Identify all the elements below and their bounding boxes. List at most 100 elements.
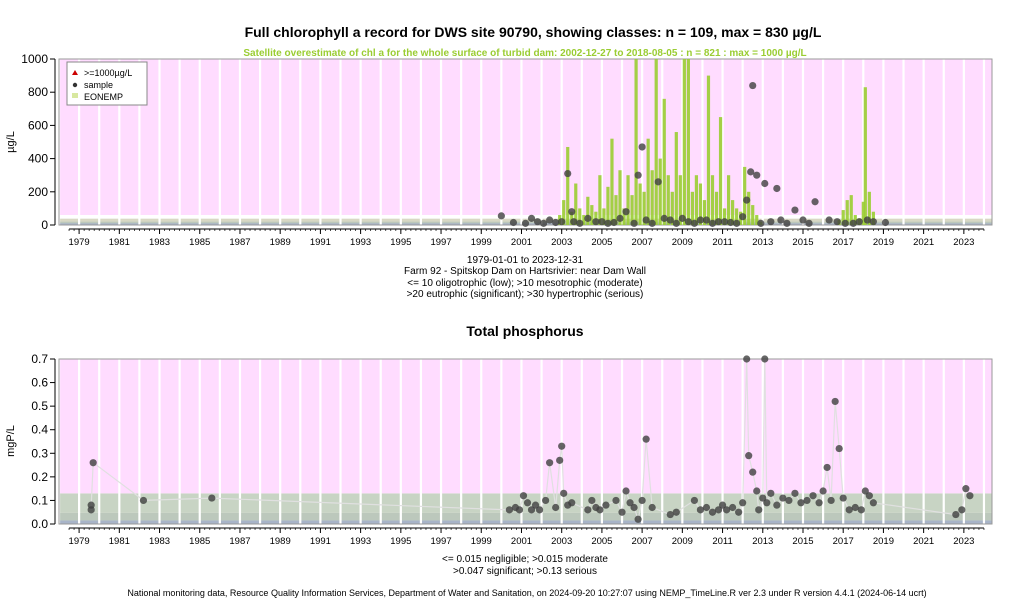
sample-point: [761, 179, 769, 188]
satellite-bar: [590, 205, 594, 225]
satellite-bar: [690, 191, 694, 225]
sample-point: [966, 492, 974, 500]
sample-point: [743, 196, 751, 204]
footer-credit: National monitoring data, Resource Quali…: [127, 588, 926, 598]
satellite-bar: [662, 98, 666, 225]
class-band: [59, 59, 992, 215]
satellite-bar: [706, 75, 711, 225]
sample-point: [596, 506, 604, 514]
sample-point: [811, 198, 819, 206]
x-tick-label: 1993: [350, 536, 371, 547]
sample-point: [505, 506, 514, 514]
sample-point: [622, 487, 630, 495]
sample-point: [753, 171, 761, 179]
sample-point: [696, 216, 705, 224]
x-tick-label: 1979: [69, 237, 90, 248]
satellite-bar: [566, 146, 570, 225]
sample-point: [863, 216, 871, 224]
x-tick-label: 2021: [913, 237, 934, 248]
y-tick-label: 0.2: [31, 470, 48, 484]
sample-point: [666, 216, 674, 224]
sample-point: [660, 214, 668, 222]
x-tick-label: 2005: [591, 237, 612, 248]
sample-point: [634, 171, 642, 179]
sample-point: [531, 501, 540, 509]
y-tick-label: 800: [28, 85, 48, 99]
sample-point: [805, 219, 813, 227]
tp-connect-line: [90, 358, 971, 522]
sample-point: [833, 218, 841, 226]
sample-point: [861, 487, 869, 495]
sample-point: [558, 442, 566, 450]
sample-point: [952, 510, 960, 519]
satellite-bar: [634, 59, 638, 225]
tp-title: Total phosphorus: [466, 323, 583, 339]
sample-point: [962, 485, 970, 493]
plot-border: [58, 358, 993, 525]
sample-point: [869, 218, 877, 226]
sample-point: [767, 218, 775, 226]
sample-point: [857, 506, 865, 514]
satellite-bar: [678, 175, 682, 225]
x-tick-label: 1995: [390, 237, 411, 248]
x-tick-label: 1983: [149, 536, 170, 547]
satellite-bar: [718, 117, 723, 225]
x-tick-label: 2009: [672, 237, 693, 248]
sample-point: [612, 496, 620, 505]
sample-point: [827, 496, 835, 505]
x-tick-label: 2005: [591, 536, 612, 547]
sample-point: [739, 499, 747, 507]
y-tick-label: 0.6: [31, 376, 48, 390]
x-tick-label: 2015: [792, 237, 813, 248]
sample-point: [592, 218, 600, 226]
satellite-bar: [743, 166, 747, 225]
sample-point: [497, 212, 505, 220]
satellite-bar: [714, 191, 719, 225]
x-tick-label: 1993: [350, 237, 371, 248]
sample-point: [855, 218, 863, 226]
tp-ylabel: mgP/L: [5, 425, 17, 457]
sample-point: [648, 503, 656, 512]
sample-point: [630, 503, 638, 512]
satellite-bar: [586, 196, 590, 225]
satellite-bar: [570, 211, 574, 225]
sample-point: [708, 219, 717, 227]
satellite-bar: [670, 191, 674, 225]
x-tick-label: 1995: [390, 536, 411, 547]
sample-point: [588, 496, 596, 505]
x-tick-label: 1991: [310, 237, 331, 248]
satellite-bar: [578, 208, 582, 225]
sample-point: [552, 503, 560, 512]
x-tick-label: 2001: [511, 237, 532, 248]
x-tick-label: 1979: [69, 536, 90, 547]
y-tick-label: 200: [28, 185, 48, 199]
satellite-bar: [666, 175, 670, 225]
sample-point: [696, 506, 705, 514]
x-tick-label: 2015: [792, 536, 813, 547]
sample-point: [714, 218, 723, 226]
satellite-bar: [614, 195, 618, 225]
sample-point: [849, 219, 857, 227]
sample-point: [743, 355, 751, 363]
sample-point: [521, 219, 530, 227]
sample-point: [598, 218, 606, 226]
x-tick-label: 1999: [471, 237, 492, 248]
sample-point: [773, 184, 781, 193]
satellite-bar: [582, 215, 586, 225]
sample-point: [823, 463, 831, 472]
sample-point: [584, 214, 592, 222]
y-tick-label: 0.1: [31, 493, 48, 507]
sample-point: [509, 218, 518, 227]
sample-point: [718, 501, 727, 509]
sample-point: [767, 489, 775, 497]
satellite-bar: [638, 183, 642, 225]
satellite-bar: [747, 191, 751, 225]
sample-point: [87, 501, 95, 509]
sample-point: [720, 218, 729, 226]
sample-point: [749, 468, 757, 476]
satellite-bar: [751, 205, 755, 225]
satellite-bar: [861, 201, 865, 225]
sample-point: [733, 219, 741, 227]
sample-point: [851, 503, 859, 512]
satellite-bar: [598, 175, 602, 225]
